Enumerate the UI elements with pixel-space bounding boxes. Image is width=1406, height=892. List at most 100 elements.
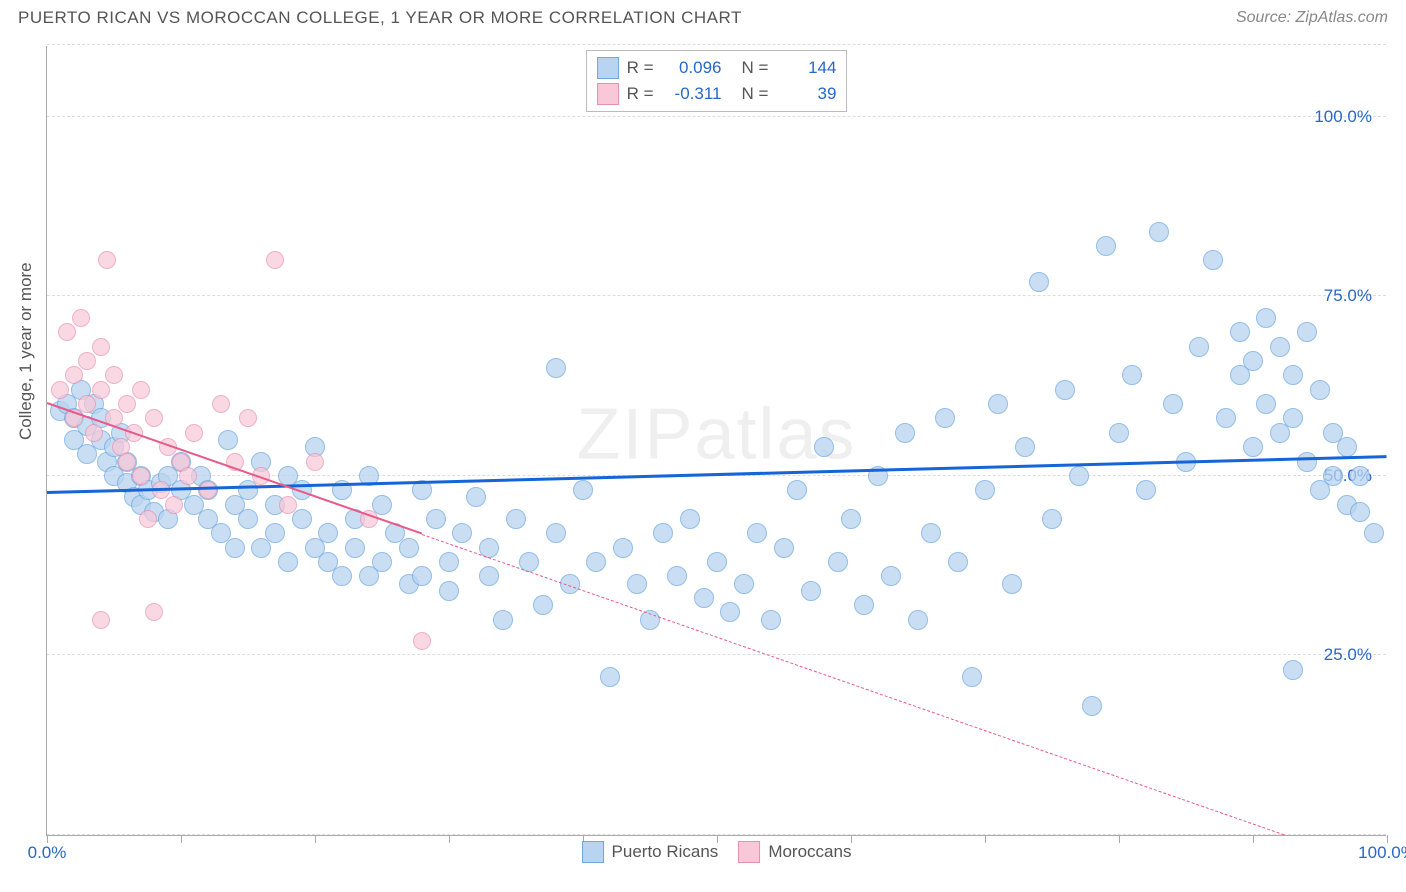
data-point bbox=[1337, 437, 1357, 457]
data-point bbox=[1256, 394, 1276, 414]
data-point bbox=[265, 523, 285, 543]
data-point bbox=[212, 395, 230, 413]
data-point bbox=[306, 453, 324, 471]
x-tick bbox=[985, 835, 986, 843]
watermark: ZIPatlas bbox=[576, 393, 856, 475]
data-point bbox=[132, 467, 150, 485]
legend-swatch bbox=[582, 841, 604, 863]
data-point bbox=[761, 610, 781, 630]
data-point bbox=[1323, 466, 1343, 486]
data-point bbox=[292, 509, 312, 529]
data-point bbox=[908, 610, 928, 630]
data-point bbox=[132, 381, 150, 399]
chart-header: PUERTO RICAN VS MOROCCAN COLLEGE, 1 YEAR… bbox=[0, 0, 1406, 32]
x-tick bbox=[47, 835, 48, 843]
data-point bbox=[881, 566, 901, 586]
data-point bbox=[895, 423, 915, 443]
data-point bbox=[720, 602, 740, 622]
data-point bbox=[1015, 437, 1035, 457]
data-point bbox=[92, 611, 110, 629]
data-point bbox=[185, 424, 203, 442]
y-tick-label: 25.0% bbox=[1324, 645, 1372, 665]
legend-r-value: -0.311 bbox=[662, 84, 722, 104]
data-point bbox=[801, 581, 821, 601]
data-point bbox=[734, 574, 754, 594]
data-point bbox=[493, 610, 513, 630]
x-tick bbox=[1119, 835, 1120, 843]
data-point bbox=[466, 487, 486, 507]
data-point bbox=[218, 430, 238, 450]
data-point bbox=[179, 467, 197, 485]
data-point bbox=[139, 510, 157, 528]
data-point bbox=[479, 566, 499, 586]
gridline bbox=[47, 295, 1386, 296]
data-point bbox=[78, 352, 96, 370]
legend-row: R =0.096N =144 bbox=[597, 55, 837, 81]
x-tick bbox=[315, 835, 316, 843]
data-point bbox=[1136, 480, 1156, 500]
data-point bbox=[332, 566, 352, 586]
data-point bbox=[814, 437, 834, 457]
scatter-chart: ZIPatlas 25.0%50.0%75.0%100.0%0.0%100.0%… bbox=[46, 46, 1386, 836]
data-point bbox=[1042, 509, 1062, 529]
data-point bbox=[238, 480, 258, 500]
data-point bbox=[653, 523, 673, 543]
legend-item: Moroccans bbox=[738, 841, 851, 863]
trend-line bbox=[422, 534, 1284, 835]
data-point bbox=[452, 523, 472, 543]
y-axis-label: College, 1 year or more bbox=[16, 262, 36, 440]
data-point bbox=[1069, 466, 1089, 486]
data-point bbox=[1283, 408, 1303, 428]
data-point bbox=[1216, 408, 1236, 428]
data-point bbox=[279, 496, 297, 514]
data-point bbox=[667, 566, 687, 586]
data-point bbox=[199, 481, 217, 499]
legend-label: Puerto Ricans bbox=[612, 842, 719, 862]
data-point bbox=[1243, 351, 1263, 371]
legend-swatch bbox=[597, 57, 619, 79]
data-point bbox=[118, 453, 136, 471]
data-point bbox=[1270, 337, 1290, 357]
x-tick bbox=[1387, 835, 1388, 843]
data-point bbox=[105, 366, 123, 384]
data-point bbox=[1055, 380, 1075, 400]
data-point bbox=[1364, 523, 1384, 543]
data-point bbox=[787, 480, 807, 500]
data-point bbox=[774, 538, 794, 558]
data-point bbox=[413, 632, 431, 650]
data-point bbox=[1203, 250, 1223, 270]
data-point bbox=[412, 566, 432, 586]
data-point bbox=[627, 574, 647, 594]
x-tick bbox=[181, 835, 182, 843]
data-point bbox=[935, 408, 955, 428]
data-point bbox=[1350, 466, 1370, 486]
chart-source: Source: ZipAtlas.com bbox=[1236, 9, 1388, 27]
data-point bbox=[145, 603, 163, 621]
data-point bbox=[828, 552, 848, 572]
data-point bbox=[58, 323, 76, 341]
data-point bbox=[948, 552, 968, 572]
data-point bbox=[439, 581, 459, 601]
data-point bbox=[92, 338, 110, 356]
data-point bbox=[165, 496, 183, 514]
legend-swatch bbox=[738, 841, 760, 863]
data-point bbox=[1256, 308, 1276, 328]
data-point bbox=[680, 509, 700, 529]
data-point bbox=[1310, 380, 1330, 400]
data-point bbox=[372, 495, 392, 515]
series-legend: Puerto Ricans Moroccans bbox=[582, 841, 852, 863]
data-point bbox=[1243, 437, 1263, 457]
data-point bbox=[266, 251, 284, 269]
legend-row: R =-0.311N =39 bbox=[597, 81, 837, 107]
data-point bbox=[694, 588, 714, 608]
x-tick bbox=[1253, 835, 1254, 843]
legend-n-label: N = bbox=[742, 58, 769, 78]
legend-n-value: 39 bbox=[776, 84, 836, 104]
data-point bbox=[345, 538, 365, 558]
data-point bbox=[145, 409, 163, 427]
data-point bbox=[1297, 322, 1317, 342]
legend-item: Puerto Ricans bbox=[582, 841, 719, 863]
x-tick-label: 100.0% bbox=[1358, 843, 1406, 863]
data-point bbox=[854, 595, 874, 615]
data-point bbox=[65, 366, 83, 384]
